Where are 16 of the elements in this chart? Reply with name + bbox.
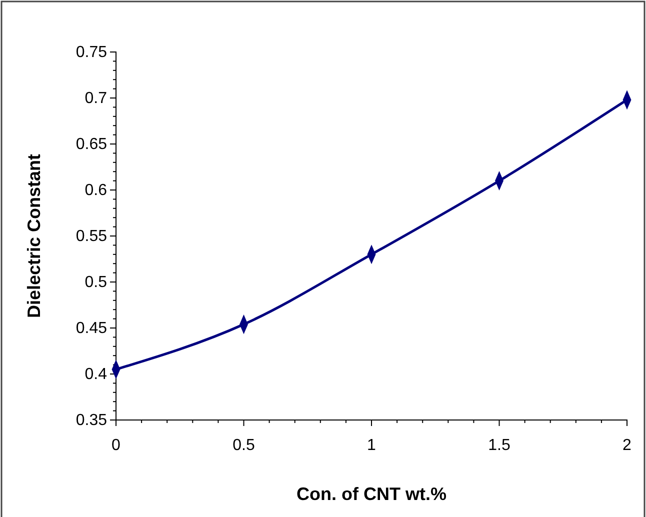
x-tick-label: 0.5 xyxy=(232,436,255,454)
x-tick-label: 2 xyxy=(622,436,632,454)
y-tick-label: 0.35 xyxy=(76,412,108,430)
x-tick-label: 1 xyxy=(367,436,376,454)
y-tick-label: 0.65 xyxy=(76,136,108,154)
y-tick-label: 0.45 xyxy=(76,320,108,338)
y-tick-label: 0.55 xyxy=(76,228,108,246)
y-tick-label: 0.75 xyxy=(76,44,108,62)
y-tick-label: 0.7 xyxy=(84,90,108,108)
x-tick-label: 1.5 xyxy=(488,436,510,454)
y-axis-title: Dielectric Constant xyxy=(24,154,44,318)
x-axis-title: Con. of CNT wt.% xyxy=(296,484,446,504)
y-tick-label: 0.5 xyxy=(84,274,108,292)
x-tick-label: 0 xyxy=(112,436,121,454)
y-tick-label: 0.6 xyxy=(84,182,108,200)
y-tick-label: 0.4 xyxy=(84,366,108,384)
